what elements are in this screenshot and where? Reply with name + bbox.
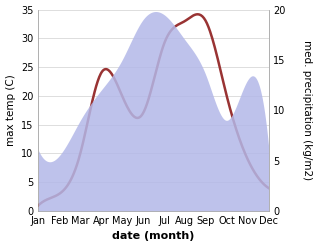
Y-axis label: med. precipitation (kg/m2): med. precipitation (kg/m2) <box>302 40 313 180</box>
Y-axis label: max temp (C): max temp (C) <box>5 74 16 146</box>
X-axis label: date (month): date (month) <box>112 231 195 242</box>
